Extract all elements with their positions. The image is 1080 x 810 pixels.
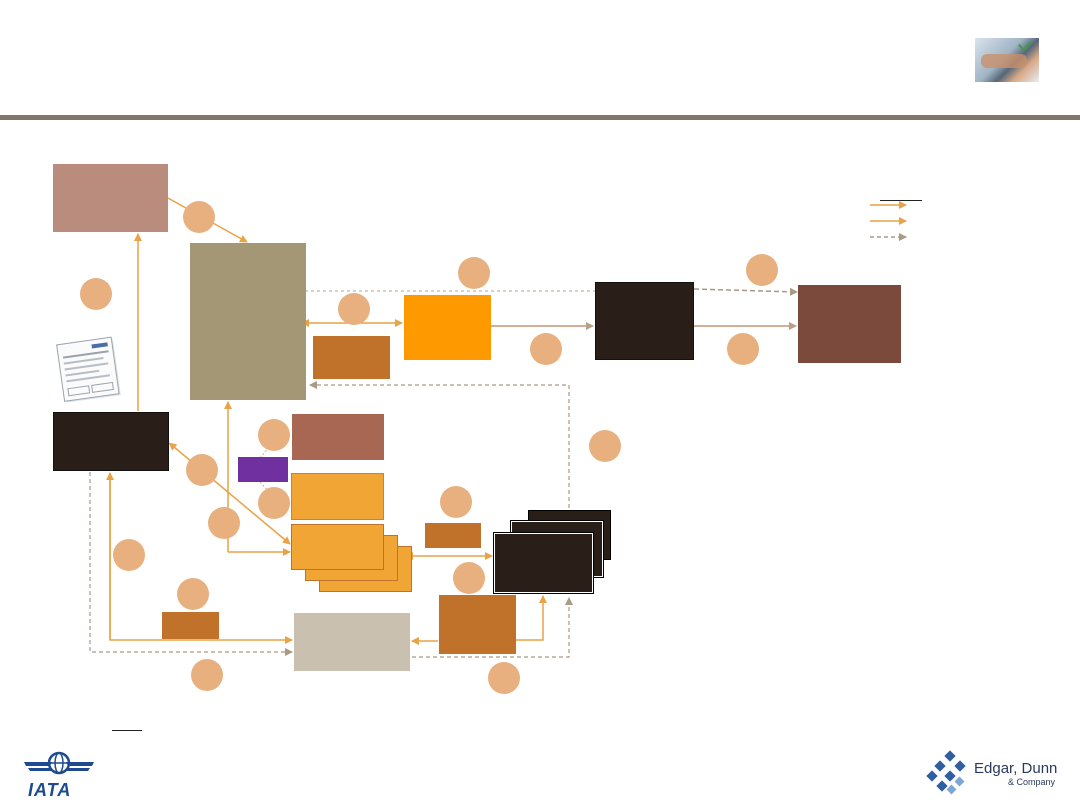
header-divider (0, 115, 1080, 120)
step-circle (530, 333, 562, 365)
step-circle (458, 257, 490, 289)
step-circle (177, 578, 209, 610)
amber-box-single (291, 473, 384, 520)
copper-box-small (162, 612, 219, 639)
step-circle (453, 562, 485, 594)
step-circle (191, 659, 223, 691)
edgar-dunn-logo (926, 750, 972, 796)
header-photo (975, 36, 1039, 82)
printed-form-icon (56, 336, 124, 404)
step-circle (488, 662, 520, 694)
step-circle (589, 430, 621, 462)
checkmark-icon (1017, 36, 1033, 52)
diamond-cluster-icon (926, 750, 966, 795)
globe-wings-icon (24, 751, 94, 775)
beige-box (294, 613, 410, 671)
copper-box-mid (425, 523, 481, 548)
terracotta-box (292, 414, 384, 460)
step-circle (258, 487, 290, 519)
hands-on-keyboard-photo (981, 54, 1027, 68)
edgar-dunn-wordmark: Edgar, Dunn (974, 760, 1058, 777)
rose-box (53, 164, 168, 232)
step-circle (258, 419, 290, 451)
taupe-box (190, 243, 306, 400)
footnote-marker (112, 718, 142, 731)
orange-box (404, 295, 491, 360)
step-circle (183, 201, 215, 233)
step-circle (186, 454, 218, 486)
step-circle (113, 539, 145, 571)
dark-box-left (53, 412, 169, 471)
step-circle (746, 254, 778, 286)
legend-title (880, 188, 922, 201)
step-circle (208, 507, 240, 539)
step-circle (338, 293, 370, 325)
step-circle (727, 333, 759, 365)
iata-wordmark: IATA (28, 780, 72, 800)
amber-stack-front (291, 524, 384, 570)
copper-box-bottom (439, 595, 516, 654)
iata-logo (22, 748, 96, 802)
edgar-dunn-subtitle: & Company (1008, 777, 1056, 787)
dark-stack-front (493, 532, 594, 594)
brown-box-right (798, 285, 901, 363)
dark-box-middle (595, 282, 694, 360)
purple-box (238, 457, 288, 482)
copper-box-top (313, 336, 390, 379)
step-circle (80, 278, 112, 310)
step-circle (440, 486, 472, 518)
